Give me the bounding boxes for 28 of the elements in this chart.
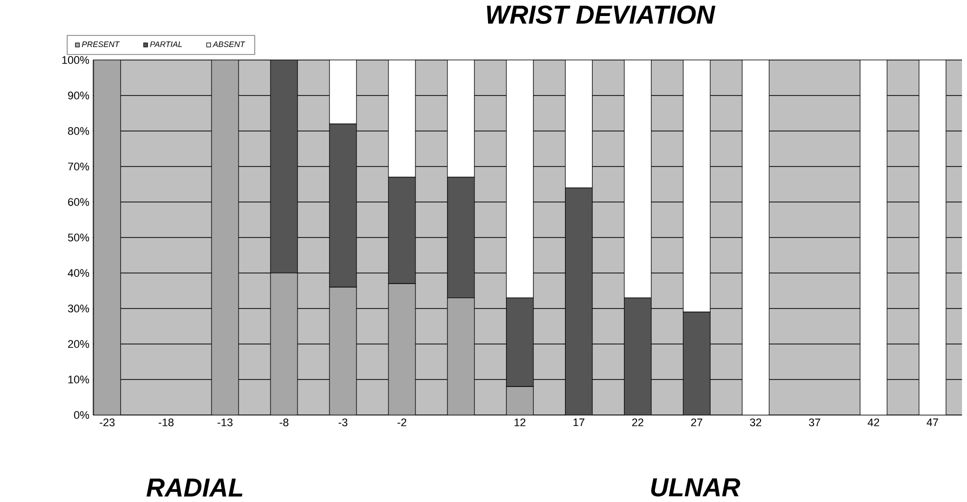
- x-tick-label: -23: [100, 418, 115, 426]
- text: RADIAL: [146, 478, 242, 496]
- y-tick-label: 10%: [68, 376, 90, 384]
- x-tick-label: -18: [158, 418, 174, 426]
- x-tick-label: -8: [280, 418, 288, 426]
- x-tick-label: 37: [808, 418, 820, 426]
- x-tick-label: -13: [218, 418, 232, 426]
- text: ULNAR: [651, 478, 740, 496]
- x-tick-label: -3: [338, 418, 348, 426]
- chart-title: WRIST DEVIATION: [487, 6, 716, 24]
- y-tick-label: 60%: [68, 198, 90, 206]
- y-tick-label: 80%: [68, 127, 90, 135]
- y-tick-label: 30%: [68, 304, 90, 312]
- x-tick-label: 47: [926, 418, 938, 426]
- x-tick-label: 22: [632, 418, 644, 426]
- x-tick-label: 42: [868, 418, 880, 426]
- y-tick-label: 90%: [68, 92, 90, 100]
- y-tick-label: 50%: [68, 234, 90, 242]
- x-tick-label: 32: [750, 418, 762, 426]
- x-tick-label: 12: [514, 418, 526, 426]
- x-tick-label: -2: [398, 418, 406, 426]
- y-tick-label: 100%: [62, 56, 90, 64]
- x-tick-label: 27: [691, 418, 702, 426]
- y-tick-label: 70%: [68, 162, 90, 170]
- x-tick-label: 17: [574, 418, 584, 426]
- y-tick-label: 0%: [74, 411, 90, 419]
- y-tick-label: 40%: [68, 269, 90, 277]
- y-tick-label: 20%: [68, 340, 90, 348]
